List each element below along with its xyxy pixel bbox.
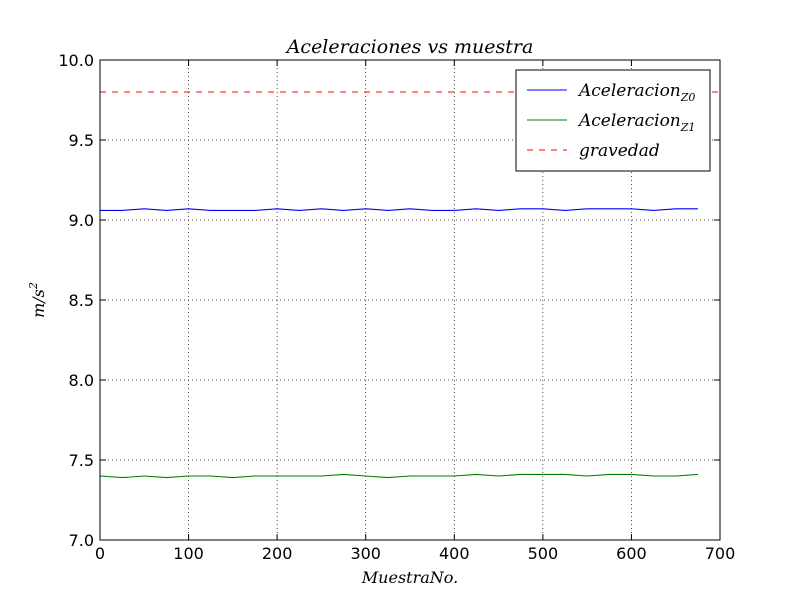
y-axis-label-base: m/s <box>29 289 48 318</box>
series-line-1 <box>100 208 698 211</box>
y-tick-label: 9.5 <box>69 131 94 150</box>
series-line-2 <box>99 473 698 479</box>
legend-entry-label: gravedad <box>579 141 660 161</box>
chart-title: Aceleraciones vs muestra <box>285 36 534 58</box>
x-axis-label: MuestraNo. <box>361 568 458 587</box>
x-tick-label: 200 <box>262 544 293 563</box>
y-axis-label-exp: 2 <box>27 282 40 290</box>
legend-entry-label: AceleracionZ0 <box>577 81 695 104</box>
legend-entry-base: Aceleracion <box>577 81 681 101</box>
legend-entry-sub: Z1 <box>680 121 696 134</box>
x-tick-label: 500 <box>528 544 559 563</box>
y-tick-label: 7.0 <box>69 531 94 550</box>
x-tick-label: 100 <box>173 544 204 563</box>
x-tick-label: 600 <box>616 544 647 563</box>
legend-entry-label: AceleracionZ1 <box>577 111 695 134</box>
y-axis-label: m/s2 <box>27 282 48 318</box>
legend-entry-base: Aceleracion <box>577 111 681 131</box>
legend-entry-base: gravedad <box>579 141 660 161</box>
ticks: 0 100 200 300 400 500 600 700 7.0 7.5 8.0 8.5 9.0 9.5… <box>58 51 735 563</box>
x-tick-label: 0 <box>95 544 105 563</box>
y-tick-label: 9.0 <box>69 211 94 230</box>
y-tick-label: 10.0 <box>58 51 94 70</box>
x-tick-label: 700 <box>705 544 736 563</box>
x-tick-label: 300 <box>350 544 381 563</box>
x-tick-label: 400 <box>439 544 470 563</box>
legend-entry-sub: Z0 <box>680 91 696 104</box>
y-tick-label: 8.5 <box>69 291 94 310</box>
y-tick-label: 8.0 <box>69 371 94 390</box>
y-tick-label: 7.5 <box>69 451 94 470</box>
